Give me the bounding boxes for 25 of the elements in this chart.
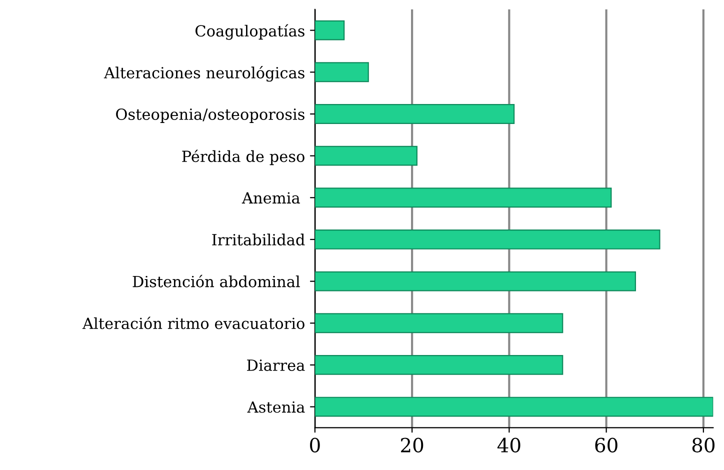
bar — [314, 396, 714, 417]
y-tick-label: Astenia — [247, 401, 305, 413]
bar — [314, 146, 418, 166]
x-tick-label: 60 — [595, 438, 618, 452]
x-tick-label: 0 — [310, 438, 320, 452]
bar — [314, 354, 564, 375]
y-tick-label: Coagulopatías — [196, 24, 304, 40]
bar — [314, 271, 636, 292]
bar — [314, 230, 660, 250]
x-tick-label: 20 — [401, 438, 424, 452]
bar — [314, 313, 564, 334]
y-tick-label: Distención abdominal — [132, 274, 300, 288]
x-tick-label: 40 — [497, 438, 520, 452]
bar — [314, 104, 515, 124]
bar — [314, 20, 345, 40]
y-tick-label: Alteraciones neurológicas — [104, 66, 304, 82]
y-tick-label: Alteración ritmo evacuatorio — [82, 316, 304, 330]
bar — [314, 188, 612, 208]
y-tick-label: Irritabilidad — [212, 234, 305, 246]
x-tick-label: 80 — [692, 438, 715, 452]
y-tick-label: Pérdida de peso — [182, 150, 304, 166]
bar — [314, 62, 369, 82]
y-tick-label: Diarrea — [247, 360, 305, 371]
y-tick-label: Anemia — [242, 192, 300, 204]
y-tick-label: Osteopenia/osteoporosis — [116, 108, 304, 123]
